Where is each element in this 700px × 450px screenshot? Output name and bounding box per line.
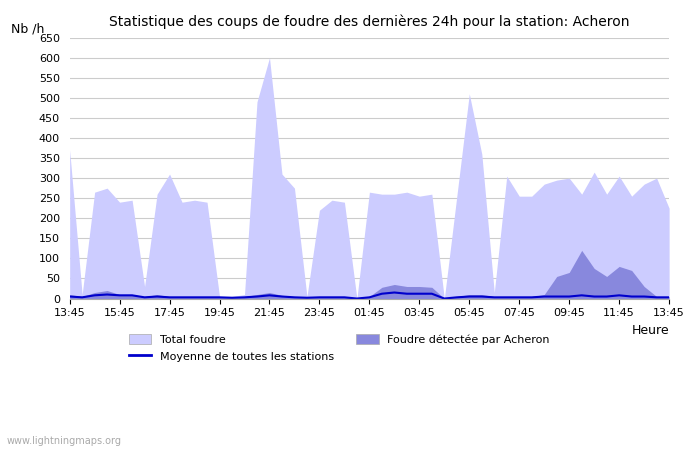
- Title: Statistique des coups de foudre des dernières 24h pour la station: Acheron: Statistique des coups de foudre des dern…: [109, 15, 629, 30]
- Legend: Total foudre, Moyenne de toutes les stations, Foudre détectée par Acheron: Total foudre, Moyenne de toutes les stat…: [125, 330, 554, 366]
- X-axis label: Heure: Heure: [631, 324, 669, 337]
- Text: www.lightningmaps.org: www.lightningmaps.org: [7, 436, 122, 446]
- Y-axis label: Nb /h: Nb /h: [11, 22, 44, 35]
